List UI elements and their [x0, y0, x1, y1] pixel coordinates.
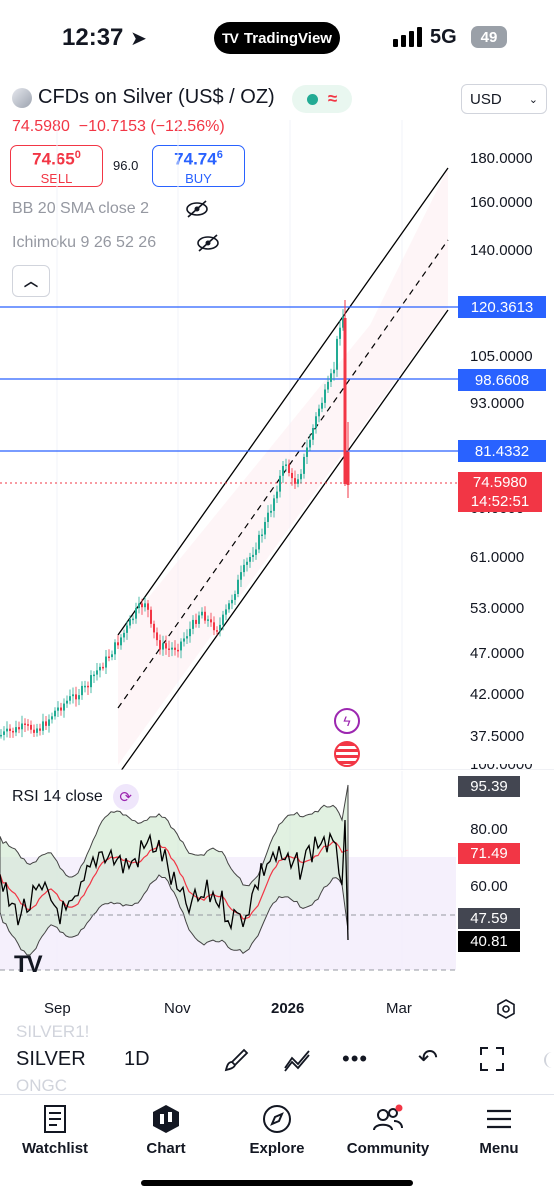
tab-watchlist[interactable]: Watchlist [5, 1102, 105, 1157]
rsi-axis-label: 60.00 [470, 878, 508, 895]
chevron-down-icon: ⌄ [528, 93, 538, 106]
signal-icon [393, 27, 422, 47]
rsi-upper-band-label: 95.39 [458, 776, 520, 797]
symbol-title[interactable]: CFDs on Silver (US$ / OZ) [12, 86, 275, 109]
currency-select[interactable]: USD ⌄ [461, 84, 547, 114]
eye-hidden-icon[interactable] [184, 198, 210, 220]
tab-chart[interactable]: Chart [116, 1102, 216, 1157]
trend-line-icon[interactable] [282, 1046, 312, 1074]
price-axis-label: 180.0000 [470, 150, 533, 167]
time-axis-label: Sep [44, 1000, 71, 1017]
tab-menu[interactable]: Menu [449, 1102, 549, 1157]
network-label: 5G [430, 26, 457, 48]
chevron-up-icon: ︿ [24, 273, 38, 289]
chart-candle-icon [153, 1105, 179, 1133]
more-icon[interactable]: ••• [342, 1046, 369, 1071]
rsi-value-label: 40.81 [458, 931, 520, 952]
collapse-indicators-button[interactable]: ︿ [12, 265, 50, 297]
rsi-chart[interactable] [0, 771, 554, 971]
eye-hidden-icon[interactable] [195, 232, 221, 254]
current-price-label: 74.5980 14:52:51 [458, 472, 542, 512]
rsi-mid-band-label: 47.59 [458, 908, 520, 929]
symbol-history-ghost: SILVER1! [16, 1022, 90, 1041]
watchlist-icon [44, 1105, 66, 1133]
symbol-button[interactable]: SILVER [16, 1048, 86, 1070]
price-axis-label: 42.0000 [470, 686, 525, 703]
level-label-120[interactable]: 120.3613 [458, 296, 546, 318]
price-axis-label: 140.0000 [470, 242, 533, 259]
price-axis-label: 160.0000 [470, 194, 533, 211]
status-bar: 12:37 ➤ TV TradingView 5G 49 [0, 0, 554, 76]
refresh-icon[interactable]: ⟳ [112, 784, 139, 810]
flash-event-icon[interactable]: ϟ [334, 708, 360, 734]
candles [0, 300, 350, 741]
market-open-icon [306, 93, 318, 105]
rsi-axis-label: 80.00 [470, 821, 508, 838]
price-axis-label: 53.0000 [470, 600, 525, 617]
battery-icon: 49 [471, 26, 507, 48]
settings-hex-icon[interactable] [495, 998, 517, 1020]
rsi-indicator-label[interactable]: RSI 14 close ⟳ [12, 784, 139, 810]
tradingview-logo-icon: TV [222, 30, 239, 46]
tab-community[interactable]: Community [338, 1102, 438, 1157]
tradingview-logo-icon: TV [14, 951, 43, 978]
price-chart[interactable] [0, 120, 554, 770]
wave-icon: ≈ [327, 89, 338, 108]
us-economic-event-icon[interactable] [334, 741, 360, 767]
clock: 12:37 ➤ [62, 24, 147, 51]
channel-upper-line [117, 167, 449, 636]
location-icon: ➤ [130, 28, 147, 50]
market-status-chip[interactable]: ≈ [292, 85, 352, 113]
community-icon [373, 1104, 403, 1131]
ichimoku-indicator-label[interactable]: Ichimoku 9 26 52 26 [12, 234, 157, 251]
time-axis-label: Nov [164, 1000, 191, 1017]
spread-value: 96.0 [113, 158, 139, 173]
app-pill[interactable]: TV TradingView [214, 22, 340, 54]
menu-icon [487, 1109, 511, 1129]
price-axis-label: 105.0000 [470, 348, 533, 365]
buy-button[interactable]: 74.746 BUY [152, 145, 245, 187]
symbol-history-ghost: ONGC [16, 1076, 67, 1095]
compass-icon [263, 1105, 291, 1133]
rsi-line [0, 819, 349, 941]
time-axis-label: Mar [386, 1000, 412, 1017]
time-axis-label: 2026 [271, 1000, 305, 1017]
silver-coin-icon [12, 87, 32, 108]
tab-explore[interactable]: Explore [227, 1102, 327, 1157]
price-axis-label: 61.0000 [470, 549, 525, 566]
home-indicator [141, 1180, 413, 1186]
level-label-98[interactable]: 98.6608 [458, 369, 546, 391]
fullscreen-icon[interactable] [479, 1046, 505, 1072]
rsi-ma-value-label: 71.49 [458, 843, 520, 864]
level-label-81[interactable]: 81.4332 [458, 440, 546, 462]
brush-draw-icon[interactable] [222, 1046, 250, 1074]
bb-indicator-label[interactable]: BB 20 SMA close 2 [12, 200, 149, 217]
undo-icon[interactable]: ↶ [418, 1045, 439, 1072]
price-axis-label: 37.5000 [470, 728, 525, 745]
chart-grid [56, 120, 403, 770]
channel-lower-line [120, 309, 449, 770]
price-quote: 74.5980 −10.7153 (−12.56%) [12, 118, 225, 135]
price-axis-label: 93.0000 [470, 395, 525, 412]
timeframe-button[interactable]: 1D [124, 1048, 150, 1070]
price-axis-label: 47.0000 [470, 645, 525, 662]
rsi-ma-line [0, 841, 349, 920]
price-axis-label-clipped: 100.0000 [470, 764, 533, 771]
scroll-indicator[interactable] [544, 1052, 554, 1068]
